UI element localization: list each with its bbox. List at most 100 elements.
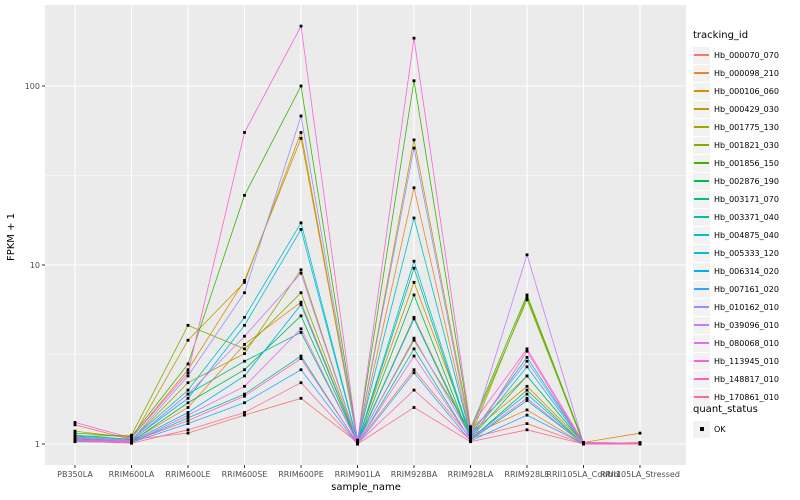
legend-line-key-icon [693,280,710,298]
data-point [130,435,133,438]
x-tick-label: RRII105LA_Stressed [600,470,680,479]
data-point [186,368,190,372]
legend-item-label: Hb_113945_010 [714,356,779,366]
data-point [412,315,416,319]
x-tick-label: RRIM600LA [109,470,155,479]
legend-item-label: Hb_001856_150 [714,158,779,168]
data-point [412,280,416,284]
data-point [638,442,642,446]
x-tick-label: RRIM928LA [448,470,494,479]
data-point [525,347,529,351]
legend-line-key-icon [693,244,710,262]
data-point [73,438,77,441]
data-point [412,368,416,372]
data-point [186,392,190,396]
data-point [186,428,190,432]
legend-item-Hb_000106_060: Hb_000106_060 [693,82,798,100]
legend-line-key-icon [693,262,710,280]
data-point [243,347,246,351]
data-point [412,371,416,375]
data-point [299,357,303,360]
data-point [412,186,416,190]
legend-item-label: Hb_002876_190 [714,176,779,186]
data-point [412,347,416,351]
data-point [525,428,529,432]
data-point [412,317,416,321]
data-point [356,439,359,443]
legend-item-label: Hb_001775_130 [714,122,779,132]
y-tick-label: 1 [35,440,40,449]
data-point [469,440,472,444]
data-point [469,427,472,430]
data-point [299,24,303,28]
data-point [525,298,529,302]
data-point [638,431,642,435]
data-point [186,374,190,378]
x-tick-label: RRIM901LA [335,470,381,479]
data-point [525,388,529,392]
legend-item-label: Hb_010162_010 [714,302,779,312]
data-point [243,413,246,417]
data-point [186,416,190,420]
legend-item-label: Hb_148817_010 [714,374,779,384]
data-point [299,84,303,88]
data-point [469,438,472,442]
data-point [299,271,303,275]
chart-panel: 1 10 100 PB350LA RRIM600LA RRIM600LE RRIM600SE… [6,5,686,493]
legend-item-label: Hb_000070_070 [714,50,779,60]
data-point [299,303,303,307]
legend-line-key-icon [693,316,710,334]
legend-line-key-icon [693,208,710,226]
legend-item-label: Hb_000429_030 [714,104,779,114]
data-point [525,422,529,426]
data-point [299,114,303,118]
legend-item-Hb_007161_020: Hb_007161_020 [693,280,798,298]
legend-item-label: Hb_000106_060 [714,86,779,96]
legend-item-Hb_039096_010: Hb_039096_010 [693,316,798,334]
legend-line-key-icon [693,64,710,82]
data-point [469,435,472,438]
data-point [299,300,303,304]
data-point [525,349,529,353]
data-point [582,442,585,446]
data-point [299,221,303,225]
data-point [186,396,190,400]
legend-line-key-icon [693,154,710,172]
legend-item-label: Hb_170861_010 [714,392,779,402]
legend-item-Hb_000070_070: Hb_000070_070 [693,46,798,64]
data-point [186,419,190,423]
data-point [243,394,246,398]
data-point [525,359,529,363]
data-point [243,374,246,378]
legend-item-Hb_113945_010: Hb_113945_010 [693,352,798,370]
legend-item-Hb_001821_030: Hb_001821_030 [693,136,798,154]
data-point [243,392,246,396]
data-point [243,384,246,388]
data-point [412,36,416,40]
data-point [186,388,190,392]
legend-item-label: Hb_007161_020 [714,284,779,294]
legend-line-key-icon [693,100,710,118]
legend-line-key-icon [693,226,710,244]
legend-item-Hb_002876_190: Hb_002876_190 [693,172,798,190]
data-point [412,354,416,358]
data-point [412,266,416,270]
legend-item-Hb_006314_020: Hb_006314_020 [693,262,798,280]
legend2-item-label: OK [714,424,726,434]
legend-item-Hb_148817_010: Hb_148817_010 [693,370,798,388]
legend-item-Hb_010162_010: Hb_010162_010 [693,298,798,316]
data-point [186,381,190,385]
legend-item-Hb_003371_040: Hb_003371_040 [693,208,798,226]
data-point [412,138,416,142]
data-point [299,354,303,358]
legend-item-Hb_003171_070: Hb_003171_070 [693,190,798,208]
legend-item-label: Hb_005333_120 [714,248,779,258]
legend-item-label: Hb_039096_010 [714,320,779,330]
data-point [299,314,303,318]
data-point [243,279,246,282]
data-point [299,368,303,372]
legend-line-key-icon [693,370,710,388]
data-point [469,432,472,436]
data-point [525,253,529,257]
